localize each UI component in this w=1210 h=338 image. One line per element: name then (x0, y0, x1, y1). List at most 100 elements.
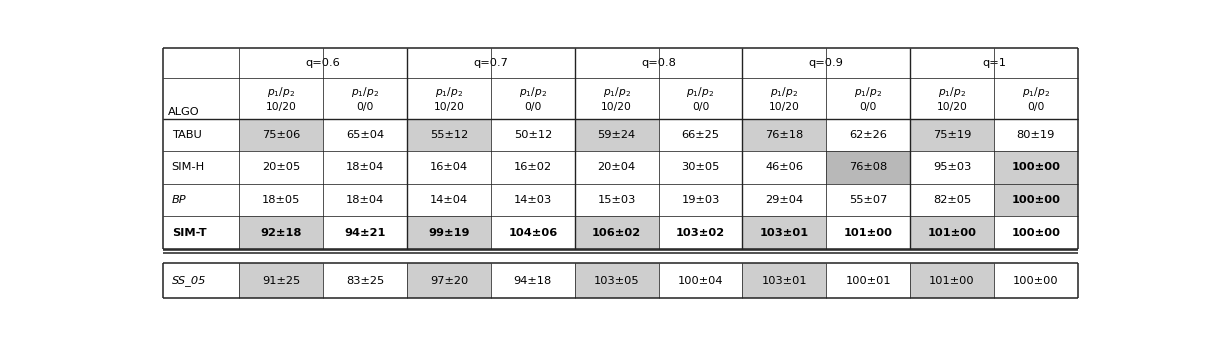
Text: SIM-H: SIM-H (172, 163, 204, 172)
Text: 95±03: 95±03 (933, 163, 972, 172)
Text: 30±05: 30±05 (681, 163, 720, 172)
Text: 14±04: 14±04 (430, 195, 468, 205)
Text: 92±18: 92±18 (260, 227, 302, 238)
Bar (993, 151, 1078, 184)
Bar (407, 263, 491, 298)
Bar (993, 184, 1078, 216)
Text: 0/0: 0/0 (1027, 102, 1044, 112)
Text: $p_1/p_2$: $p_1/p_2$ (351, 86, 379, 99)
Bar (491, 216, 575, 249)
Text: 0/0: 0/0 (692, 102, 709, 112)
Text: 76±18: 76±18 (765, 130, 803, 140)
Bar (240, 151, 323, 184)
Text: 20±04: 20±04 (598, 163, 635, 172)
Text: q=0.6: q=0.6 (306, 58, 340, 68)
Text: 100±00: 100±00 (1012, 163, 1060, 172)
Bar (743, 119, 826, 151)
Text: 66±25: 66±25 (681, 130, 720, 140)
Bar (910, 263, 993, 298)
Text: 100±04: 100±04 (678, 276, 724, 286)
Bar (993, 263, 1078, 298)
Text: 18±04: 18±04 (346, 163, 385, 172)
Bar (575, 263, 658, 298)
Text: 55±12: 55±12 (430, 130, 468, 140)
Text: 101±00: 101±00 (843, 227, 893, 238)
Bar (826, 263, 910, 298)
Text: 91±25: 91±25 (263, 276, 300, 286)
Text: 100±01: 100±01 (846, 276, 891, 286)
Bar (162, 263, 240, 298)
Bar (575, 216, 658, 249)
Bar (575, 119, 658, 151)
Text: 94±21: 94±21 (345, 227, 386, 238)
Text: 19±03: 19±03 (681, 195, 720, 205)
Bar (910, 216, 993, 249)
Bar (407, 151, 491, 184)
Bar (658, 119, 743, 151)
Bar (240, 263, 323, 298)
Text: 99±19: 99±19 (428, 227, 469, 238)
Text: $p_1/p_2$: $p_1/p_2$ (434, 86, 463, 99)
Text: 10/20: 10/20 (433, 102, 465, 112)
Bar (826, 184, 910, 216)
Bar (491, 263, 575, 298)
Bar (491, 151, 575, 184)
Text: BP: BP (172, 195, 186, 205)
Bar (323, 184, 407, 216)
Text: 10/20: 10/20 (768, 102, 800, 112)
Text: ALGO: ALGO (168, 106, 200, 117)
Bar (658, 151, 743, 184)
Bar (162, 119, 240, 151)
Bar (743, 216, 826, 249)
Bar (162, 184, 240, 216)
Text: 103±01: 103±01 (761, 276, 807, 286)
Text: 75±19: 75±19 (933, 130, 972, 140)
Text: 0/0: 0/0 (859, 102, 877, 112)
Text: $p_1/p_2$: $p_1/p_2$ (854, 86, 882, 99)
Bar (323, 216, 407, 249)
Bar (323, 119, 407, 151)
Text: 82±05: 82±05 (933, 195, 972, 205)
Text: 76±08: 76±08 (849, 163, 887, 172)
Bar (910, 184, 993, 216)
Text: 103±05: 103±05 (594, 276, 639, 286)
Text: SS_05: SS_05 (172, 275, 206, 286)
Text: $p_1/p_2$: $p_1/p_2$ (1021, 86, 1050, 99)
Bar (323, 151, 407, 184)
Bar (407, 184, 491, 216)
Bar (826, 216, 910, 249)
Bar (826, 119, 910, 151)
Text: 75±06: 75±06 (263, 130, 300, 140)
Text: 15±03: 15±03 (598, 195, 635, 205)
Text: 100±00: 100±00 (1012, 227, 1060, 238)
Text: 101±00: 101±00 (929, 276, 975, 286)
Text: $p_1/p_2$: $p_1/p_2$ (771, 86, 799, 99)
Bar (162, 48, 1078, 119)
Bar (162, 151, 240, 184)
Text: 29±04: 29±04 (765, 195, 803, 205)
Text: 14±03: 14±03 (514, 195, 552, 205)
Bar (993, 216, 1078, 249)
Bar (240, 184, 323, 216)
Bar (407, 216, 491, 249)
Text: $p_1/p_2$: $p_1/p_2$ (519, 86, 547, 99)
Text: 103±01: 103±01 (760, 227, 809, 238)
Text: 83±25: 83±25 (346, 276, 385, 286)
Bar (826, 151, 910, 184)
Text: q=1: q=1 (981, 58, 1006, 68)
Text: 59±24: 59±24 (598, 130, 635, 140)
Text: 50±12: 50±12 (514, 130, 552, 140)
Bar (240, 119, 323, 151)
Text: q=0.7: q=0.7 (473, 58, 508, 68)
Bar (162, 216, 240, 249)
Bar (910, 151, 993, 184)
Text: SIM-T: SIM-T (172, 227, 207, 238)
Bar (575, 151, 658, 184)
Text: 20±05: 20±05 (263, 163, 300, 172)
Bar (407, 119, 491, 151)
Bar (743, 151, 826, 184)
Text: 94±18: 94±18 (514, 276, 552, 286)
Bar (491, 184, 575, 216)
Bar (743, 263, 826, 298)
Text: 101±00: 101±00 (928, 227, 976, 238)
